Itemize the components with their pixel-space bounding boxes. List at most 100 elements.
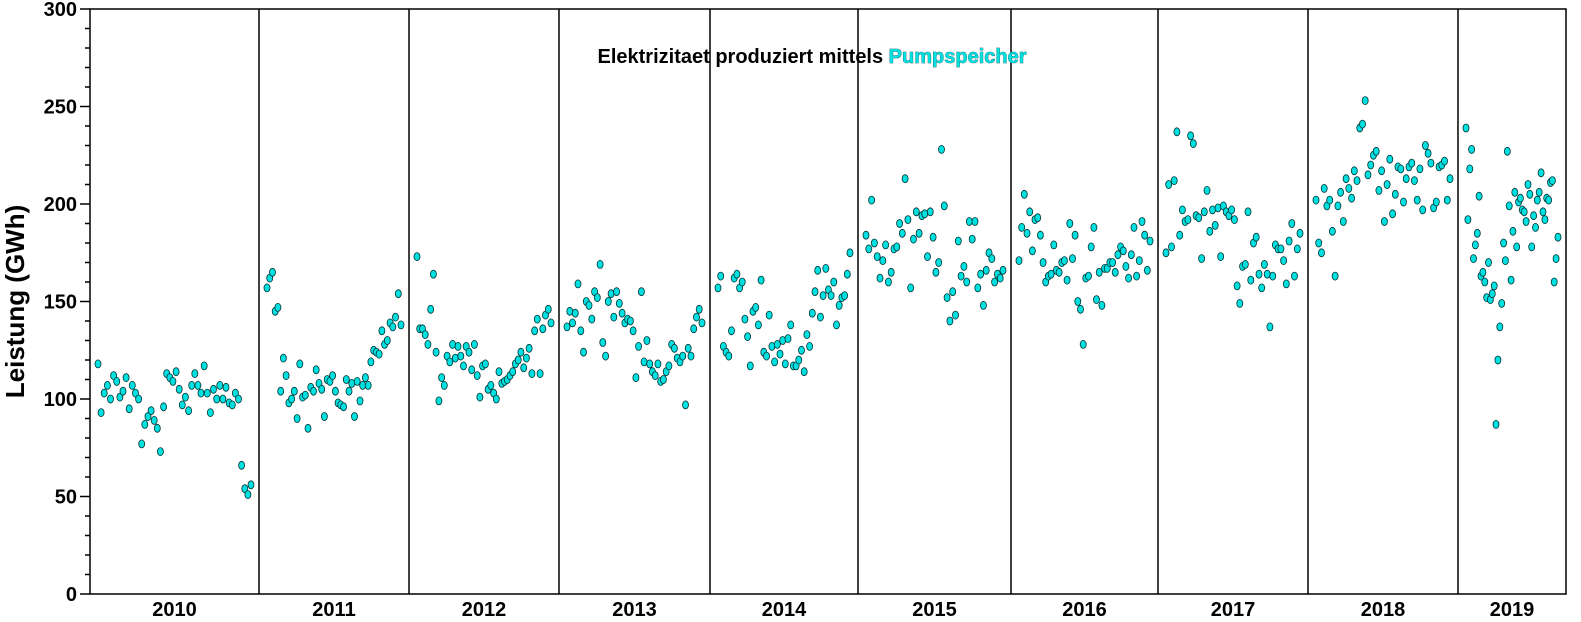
data-point (980, 300, 987, 310)
data-point (1533, 195, 1541, 205)
data-point (929, 232, 937, 242)
data-point (353, 376, 361, 386)
data-point (424, 339, 432, 349)
data-point (263, 283, 271, 293)
data-point (971, 217, 979, 226)
data-point (1063, 275, 1071, 285)
data-point (1200, 207, 1208, 217)
data-point (1291, 271, 1298, 281)
data-point (1162, 248, 1170, 258)
data-point (293, 414, 301, 423)
data-point (817, 312, 824, 322)
plot-area (89, 8, 1567, 595)
data-point (320, 412, 328, 421)
data-point (1061, 256, 1068, 266)
data-point (977, 269, 984, 279)
data-point (679, 351, 687, 361)
data-point (910, 234, 917, 244)
data-points (94, 96, 1562, 500)
data-point (1530, 211, 1537, 221)
data-point (476, 392, 484, 402)
data-point (690, 324, 698, 334)
data-point (421, 330, 429, 340)
data-point (588, 314, 596, 324)
data-point (153, 423, 161, 433)
x-axis: 2010 2011 2012 2013 2014 2015 2016 2017 2018 2019 (152, 599, 1534, 621)
data-point (150, 415, 158, 425)
data-point (1552, 254, 1560, 264)
data-point (1069, 254, 1076, 264)
data-point (1331, 271, 1339, 281)
data-point (988, 254, 996, 264)
data-point (1252, 232, 1260, 242)
data-point (771, 357, 778, 367)
data-point (1498, 298, 1506, 308)
data-point (228, 400, 236, 410)
data-point (310, 386, 317, 396)
data-point (599, 338, 607, 347)
data-point (1079, 339, 1087, 349)
data-point (682, 400, 689, 410)
data-point (1170, 176, 1178, 186)
data-point (830, 277, 838, 287)
data-point (776, 349, 784, 359)
data-point (210, 384, 217, 394)
data-point (1488, 289, 1496, 299)
data-point (222, 382, 230, 392)
data-point (219, 394, 227, 404)
data-point (935, 258, 943, 267)
data-point (413, 252, 421, 262)
data-point (1532, 222, 1539, 232)
data-point (733, 269, 741, 279)
data-point (301, 390, 309, 400)
data-point (1018, 222, 1026, 232)
data-point (763, 351, 770, 361)
data-point (495, 367, 503, 377)
data-point (440, 380, 448, 390)
data-point (871, 238, 878, 248)
data-point (1541, 215, 1549, 225)
data-point (755, 320, 762, 330)
data-point (1285, 236, 1293, 246)
data-point (531, 326, 538, 336)
x-tick-label: 2013 (612, 599, 657, 621)
data-point (1509, 226, 1517, 236)
data-point (982, 265, 990, 275)
data-point (695, 304, 703, 314)
data-point (1288, 219, 1296, 228)
data-point (156, 447, 164, 457)
data-point (235, 394, 242, 404)
data-point (765, 310, 773, 320)
data-point (1520, 207, 1528, 217)
data-point (604, 297, 612, 306)
data-point (356, 396, 364, 406)
data-point (1293, 244, 1301, 254)
data-point (451, 353, 459, 363)
data-point (781, 359, 789, 369)
data-point (318, 384, 326, 394)
data-point (1261, 259, 1268, 269)
year-separators (258, 9, 1459, 594)
data-point (1066, 219, 1074, 228)
data-point (1296, 228, 1304, 238)
data-point (1146, 236, 1154, 246)
data-point (429, 269, 437, 279)
data-point (282, 371, 290, 381)
data-point (514, 355, 522, 365)
data-point (1470, 254, 1477, 264)
data-point (1468, 144, 1475, 154)
data-point (138, 439, 146, 449)
data-point (738, 277, 746, 287)
data-point (954, 236, 962, 246)
x-tick-label: 2014 (762, 599, 807, 621)
data-point (640, 357, 648, 367)
data-point (921, 209, 929, 219)
data-point (1266, 322, 1274, 332)
data-point (1462, 123, 1470, 133)
data-point (1093, 295, 1100, 305)
data-point (107, 394, 114, 404)
data-point (991, 277, 998, 287)
data-point (1494, 355, 1502, 365)
data-point (1526, 189, 1534, 199)
data-point (1026, 207, 1034, 217)
